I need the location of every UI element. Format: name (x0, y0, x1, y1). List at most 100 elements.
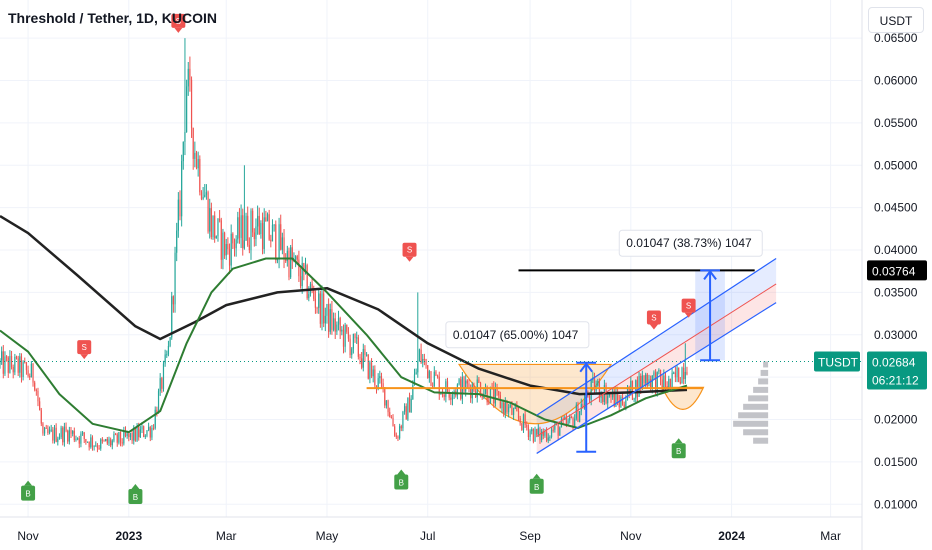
candle-body (415, 372, 417, 375)
candle (397, 435, 399, 442)
candle-body (668, 378, 670, 390)
candle-body (275, 224, 277, 260)
candle (539, 426, 541, 444)
candle (620, 395, 622, 408)
candle-body (67, 430, 69, 442)
candle (319, 290, 321, 328)
candle (344, 322, 346, 353)
candle-body (615, 392, 617, 407)
candle (405, 403, 407, 420)
candle-body (488, 402, 490, 404)
candle-body (235, 239, 237, 249)
sell-signal: S (77, 340, 92, 360)
candle (531, 427, 533, 435)
candle (598, 378, 601, 403)
channel-lower-fill (536, 283, 777, 454)
overlays (457, 258, 777, 454)
candle-body (276, 259, 279, 261)
candle-body (283, 237, 285, 260)
candle-body (200, 192, 203, 199)
candle (379, 370, 381, 384)
candle-body (503, 402, 505, 414)
candle (550, 426, 553, 439)
candle (328, 298, 330, 338)
signal-label: B (676, 447, 681, 456)
candle-body (77, 438, 79, 440)
signal-badge (128, 488, 143, 504)
candle-body (617, 392, 619, 401)
candle (108, 436, 110, 446)
candle-body (75, 438, 77, 441)
candle (265, 210, 267, 222)
candle (243, 165, 245, 250)
candle-body (399, 426, 401, 439)
candle-body (81, 432, 84, 434)
candle (354, 333, 356, 343)
candle-body (261, 223, 264, 250)
candle-body (544, 431, 546, 436)
candle-body (407, 397, 409, 420)
candle-body (389, 412, 391, 418)
candle (633, 397, 635, 403)
candle-body (40, 410, 42, 424)
candle (365, 352, 368, 357)
signal-pointer (24, 480, 33, 486)
candle-body (169, 337, 171, 346)
candle (88, 441, 90, 451)
candle (209, 198, 211, 239)
candle-body (504, 402, 506, 414)
y-tick-label: 0.01000 (874, 497, 918, 511)
candle-body (328, 304, 330, 332)
candle (607, 392, 609, 409)
candle (19, 353, 21, 378)
candle (316, 306, 318, 314)
candle (167, 340, 170, 357)
candle-body (628, 387, 630, 393)
candle-body (222, 232, 224, 260)
buy-signal: B (394, 469, 409, 490)
candle (394, 424, 396, 437)
candle-body (255, 226, 257, 240)
candle (577, 401, 579, 423)
currency-unit-button[interactable]: USDT (868, 7, 924, 33)
candle-body (516, 406, 518, 412)
candle-body (187, 68, 189, 87)
candle (217, 218, 219, 242)
candle (39, 397, 41, 411)
candle (567, 418, 569, 426)
candle-body (420, 349, 422, 363)
candle-body (446, 381, 449, 392)
candle-body (34, 382, 36, 390)
candle-body (435, 371, 437, 376)
candle-body (240, 215, 242, 238)
candle (597, 378, 599, 387)
candle-body (96, 445, 99, 449)
candle (85, 438, 87, 445)
signal-pointer (397, 469, 406, 475)
candle-body (110, 439, 112, 446)
candle-body (448, 391, 450, 398)
candle (537, 424, 539, 437)
candle (686, 366, 688, 376)
candle-body (149, 427, 151, 438)
candle-body (323, 293, 325, 324)
candle (445, 378, 447, 403)
candle (450, 393, 452, 405)
candle-body (195, 152, 198, 169)
buy-signal: B (529, 473, 544, 494)
candle-body (90, 437, 92, 448)
signal-label: S (686, 302, 691, 311)
candle-body (225, 243, 227, 256)
candle-body (499, 395, 501, 409)
candle-body (613, 391, 615, 407)
candle-body (63, 426, 66, 443)
candle-body (385, 400, 388, 406)
candle (182, 141, 184, 170)
candle (488, 397, 490, 405)
volume-profile-bar (760, 369, 769, 376)
candle-body (669, 378, 672, 387)
candle-body (506, 402, 508, 413)
candle (385, 400, 388, 409)
candle-body (106, 439, 108, 444)
